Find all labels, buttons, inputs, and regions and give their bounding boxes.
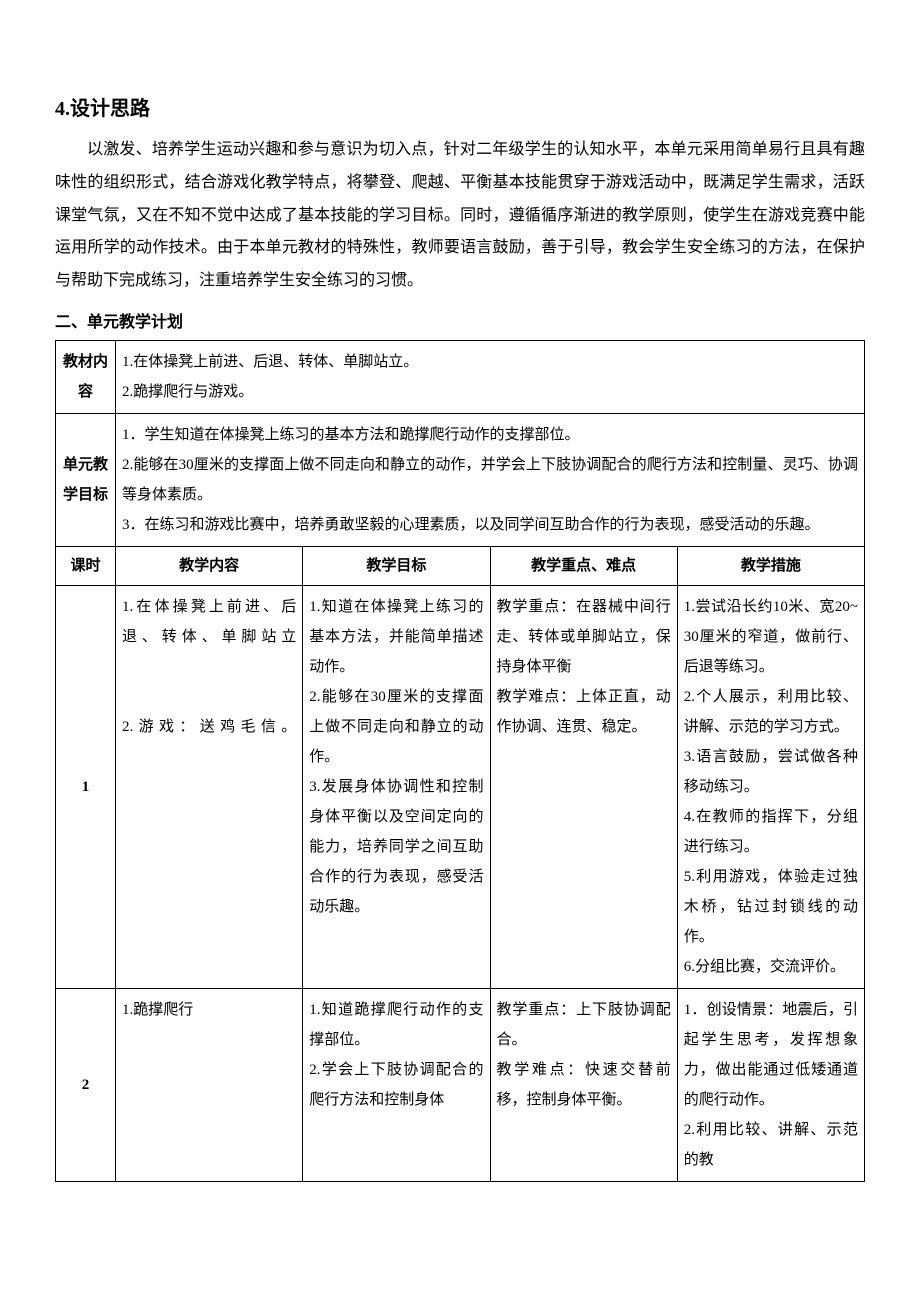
table-row-goal: 单元教学目标 1．学生知道在体操凳上练习的基本方法和跪撑爬行动作的支撑部位。 2… — [56, 414, 865, 547]
lesson1-measure: 1.尝试沿长约10米、宽20~30厘米的窄道，做前行、后退等练习。 2.个人展示… — [677, 586, 864, 989]
lesson1-num: 1 — [56, 586, 116, 989]
table-row-lesson-1: 1 1.在体操凳上前进、后退、转体、单脚站立 2.游戏：送鸡毛信。 1.知道在体… — [56, 586, 865, 989]
header-key: 教学重点、难点 — [490, 547, 677, 586]
header-measure: 教学措施 — [677, 547, 864, 586]
lesson2-goal: 1.知道跪撑爬行动作的支撑部位。 2.学会上下肢协调配合的爬行方法和控制身体 — [303, 989, 490, 1182]
lesson1-content: 1.在体操凳上前进、后退、转体、单脚站立 2.游戏：送鸡毛信。 — [116, 586, 303, 989]
lesson2-measure: 1．创设情景：地震后，引起学生思考，发挥想象力，做出能通过低矮通道的爬行动作。 … — [677, 989, 864, 1182]
lesson2-key: 教学重点：上下肢协调配合。 教学难点：快速交替前移，控制身体平衡。 — [490, 989, 677, 1182]
unit-goal-content: 1．学生知道在体操凳上练习的基本方法和跪撑爬行动作的支撑部位。 2.能够在30厘… — [116, 414, 865, 547]
unit-plan-table: 教材内容 1.在体操凳上前进、后退、转体、单脚站立。 2.跪撑爬行与游戏。 单元… — [55, 340, 865, 1182]
material-label: 教材内容 — [56, 341, 116, 414]
lesson1-key: 教学重点：在器械中间行走、转体或单脚站立，保持身体平衡 教学难点：上体正直，动作… — [490, 586, 677, 989]
lesson2-content: 1.跪撑爬行 — [116, 989, 303, 1182]
table-row-material: 教材内容 1.在体操凳上前进、后退、转体、单脚站立。 2.跪撑爬行与游戏。 — [56, 341, 865, 414]
table-header-row: 课时 教学内容 教学目标 教学重点、难点 教学措施 — [56, 547, 865, 586]
lesson2-num: 2 — [56, 989, 116, 1182]
table-row-lesson-2: 2 1.跪撑爬行 1.知道跪撑爬行动作的支撑部位。 2.学会上下肢协调配合的爬行… — [56, 989, 865, 1182]
header-content: 教学内容 — [116, 547, 303, 586]
header-goal: 教学目标 — [303, 547, 490, 586]
material-content: 1.在体操凳上前进、后退、转体、单脚站立。 2.跪撑爬行与游戏。 — [116, 341, 865, 414]
lesson1-goal: 1.知道在体操凳上练习的基本方法，并能简单描述动作。 2.能够在30厘米的支撑面… — [303, 586, 490, 989]
section-4-paragraph: 以激发、培养学生运动兴趣和参与意识为切入点，针对二年级学生的认知水平，本单元采用… — [55, 134, 865, 298]
section-2-title: 二、单元教学计划 — [55, 308, 865, 338]
header-lesson: 课时 — [56, 547, 116, 586]
section-4-heading: 4.设计思路 — [55, 90, 865, 128]
unit-goal-label: 单元教学目标 — [56, 414, 116, 547]
